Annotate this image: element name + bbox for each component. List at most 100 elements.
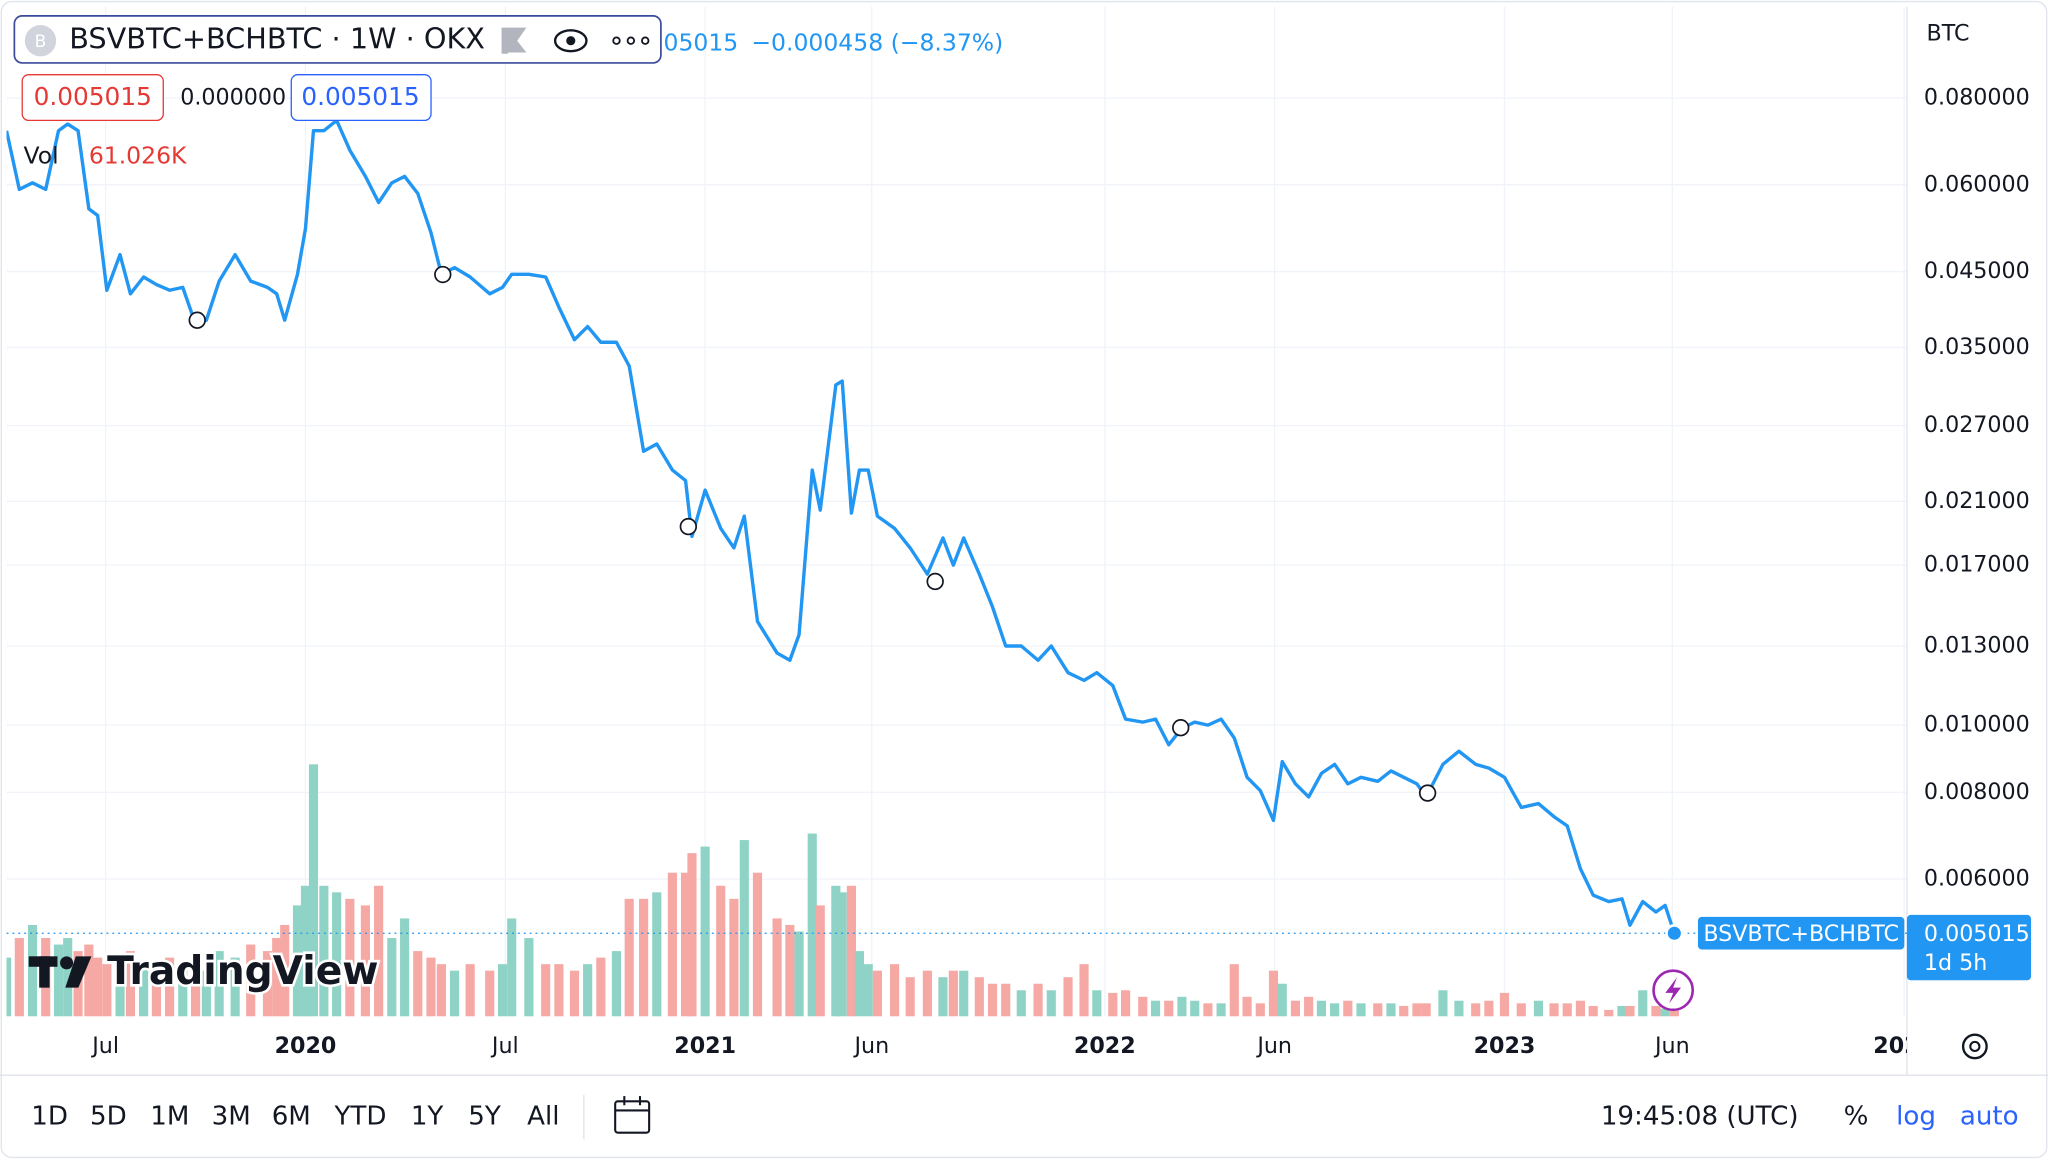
logo-shape bbox=[39, 956, 50, 988]
volume-bar bbox=[507, 918, 517, 1017]
dot bbox=[641, 36, 650, 45]
lightning-icon[interactable] bbox=[1652, 969, 1695, 1012]
volume-bar bbox=[752, 872, 763, 1017]
volume-bar bbox=[959, 970, 969, 1017]
log-toggle[interactable]: log bbox=[1896, 1101, 1936, 1131]
volume-bar bbox=[652, 892, 662, 1017]
volume-bar bbox=[1625, 1005, 1635, 1017]
volume-bar bbox=[872, 970, 882, 1017]
volume-bar bbox=[1660, 1008, 1670, 1017]
volume-bar bbox=[272, 938, 282, 1017]
volume-bar bbox=[863, 964, 873, 1017]
volume-bar bbox=[436, 964, 446, 1017]
volume-label: Vol bbox=[24, 141, 59, 169]
volume-bar bbox=[230, 957, 240, 1017]
volume-bar bbox=[1242, 996, 1252, 1017]
volume-bar bbox=[1033, 983, 1043, 1017]
flag-icon[interactable] bbox=[501, 27, 527, 54]
volume-bar bbox=[541, 964, 551, 1017]
volume-bar bbox=[639, 898, 649, 1017]
x-tick-label: 2023 bbox=[1474, 1033, 1536, 1059]
volume-bar bbox=[739, 840, 749, 1017]
volume-bar bbox=[1588, 1005, 1598, 1017]
volume-bar bbox=[687, 853, 697, 1017]
volume-bar bbox=[1499, 992, 1510, 1017]
legend-value: 0.000000 bbox=[180, 85, 286, 111]
calendar-icon[interactable] bbox=[614, 1096, 651, 1134]
volume-bar bbox=[449, 970, 460, 1017]
volume-bar bbox=[1638, 990, 1648, 1017]
gear-outline bbox=[1961, 1033, 1988, 1060]
volume-bar bbox=[596, 957, 606, 1017]
range-button[interactable]: All bbox=[527, 1101, 559, 1131]
price-line bbox=[6, 118, 1676, 934]
range-button[interactable]: 1D bbox=[31, 1101, 68, 1131]
volume-bar bbox=[27, 924, 38, 1017]
volume-bar bbox=[426, 957, 436, 1017]
volume-bar bbox=[151, 970, 161, 1017]
volume-bar bbox=[139, 964, 149, 1017]
volume-bar bbox=[938, 977, 948, 1017]
range-button[interactable]: 5Y bbox=[468, 1101, 501, 1131]
volume-bars bbox=[6, 764, 1679, 1017]
volume-bar bbox=[1046, 990, 1056, 1017]
symbol-box[interactable] bbox=[13, 15, 662, 64]
x-tick-label: 2022 bbox=[1074, 1033, 1136, 1059]
x-tick-label: 2024 bbox=[1873, 1033, 1935, 1059]
gear-center bbox=[1969, 1040, 1981, 1053]
volume-bar bbox=[1229, 964, 1239, 1017]
event-marker[interactable] bbox=[1172, 719, 1190, 737]
symbol-icon-letter: B bbox=[35, 32, 47, 52]
settings-icon[interactable] bbox=[1961, 1033, 1988, 1060]
event-marker[interactable] bbox=[434, 265, 452, 284]
grid bbox=[6, 6, 1907, 1017]
volume-bar bbox=[1190, 1000, 1200, 1017]
calendar-body bbox=[614, 1100, 651, 1134]
y-tick-label: 0.021000 bbox=[1924, 488, 2030, 514]
more-icon[interactable] bbox=[612, 36, 650, 45]
volume-bar bbox=[680, 872, 691, 1017]
x-tick-label: Jun bbox=[1653, 1033, 1690, 1059]
volume-bar bbox=[214, 951, 224, 1017]
event-marker[interactable] bbox=[188, 311, 206, 329]
volume-bar bbox=[178, 964, 188, 1017]
volume-bar bbox=[700, 846, 710, 1017]
range-button[interactable]: 3M bbox=[212, 1101, 251, 1131]
auto-toggle[interactable]: auto bbox=[1960, 1101, 2019, 1131]
range-button[interactable]: 1Y bbox=[411, 1101, 444, 1131]
logo-shape bbox=[65, 956, 92, 988]
range-button[interactable]: YTD bbox=[333, 1101, 386, 1131]
volume-bar bbox=[1330, 1003, 1340, 1017]
range-button[interactable]: 5D bbox=[90, 1101, 127, 1131]
volume-bar bbox=[905, 977, 915, 1017]
volume-bar bbox=[14, 938, 24, 1017]
event-marker[interactable] bbox=[926, 572, 944, 591]
volume-bar bbox=[1604, 1009, 1614, 1017]
volume-bar bbox=[246, 944, 256, 1017]
legend-value: 0.005015 bbox=[301, 82, 419, 111]
readout-change: −0.000458 (−8.37%) bbox=[751, 28, 1003, 56]
y-tick-label: 0.080000 bbox=[1924, 85, 2030, 111]
range-button[interactable]: 6M bbox=[272, 1101, 311, 1131]
event-marker[interactable] bbox=[1418, 784, 1437, 802]
legend-box bbox=[21, 74, 164, 122]
volume-bar bbox=[1138, 996, 1148, 1017]
volume-bar bbox=[1421, 1003, 1431, 1017]
volume-bar bbox=[922, 970, 932, 1017]
volume-bar bbox=[400, 918, 410, 1017]
y-tick-label: 0.027000 bbox=[1924, 412, 2030, 438]
range-button[interactable]: 1M bbox=[150, 1101, 189, 1131]
volume-bar bbox=[1079, 964, 1089, 1017]
percent-toggle[interactable]: % bbox=[1844, 1101, 1869, 1131]
volume-bar bbox=[1150, 1000, 1161, 1017]
x-tick-label: Jun bbox=[852, 1033, 889, 1059]
volume-bar bbox=[1549, 1003, 1559, 1017]
volume-bar bbox=[1617, 1005, 1627, 1017]
event-marker[interactable] bbox=[679, 517, 698, 536]
eye-icon[interactable] bbox=[553, 29, 588, 53]
x-tick-label: 2020 bbox=[275, 1033, 337, 1059]
volume-bar bbox=[1177, 996, 1187, 1017]
